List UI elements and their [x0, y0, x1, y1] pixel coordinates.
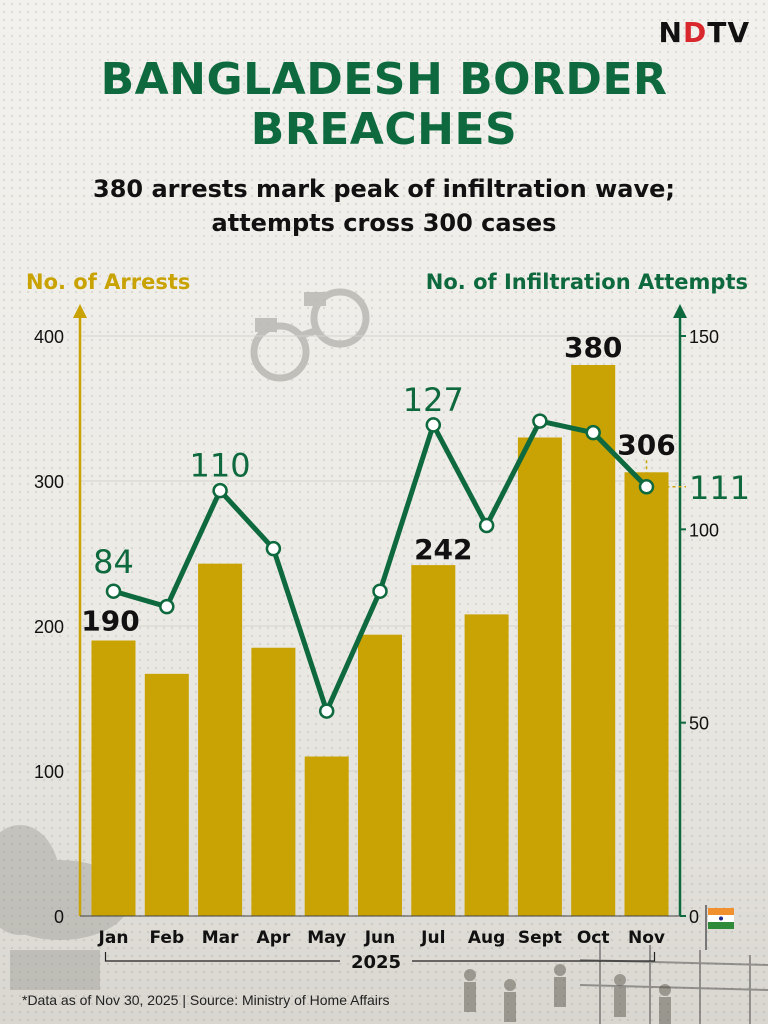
- attempts-point: [638, 479, 655, 495]
- attempts-point: [372, 583, 388, 599]
- year-label: 2025: [351, 952, 401, 973]
- left-tick-label: 200: [34, 617, 64, 637]
- attempts-line: [105, 413, 655, 719]
- arrest-bar: [304, 756, 349, 916]
- right-tick-label: 100: [689, 520, 719, 540]
- attempts-point: [532, 413, 548, 429]
- x-category-label: Jan: [98, 928, 129, 948]
- title-line-1: BANGLADESH BORDER: [100, 54, 668, 105]
- x-category-label: Sept: [518, 928, 562, 948]
- arrest-data-label: 190: [81, 605, 139, 638]
- data-labels: 190 242 380 306 84 110 127 111: [81, 331, 750, 638]
- x-category-label: Jul: [420, 928, 445, 948]
- attempts-data-label: 111: [689, 469, 750, 507]
- left-tick-label: 100: [34, 762, 64, 782]
- arrest-bar: [144, 673, 189, 916]
- arrest-bar: [411, 565, 456, 916]
- year-bracket-left: [104, 952, 340, 962]
- attempts-point: [265, 540, 282, 557]
- arrest-bar: [624, 472, 669, 916]
- subtitle-line-1: 380 arrests mark peak of infiltration wa…: [93, 175, 675, 203]
- handcuffs-icon: [250, 288, 370, 382]
- x-category-label: Nov: [628, 928, 665, 948]
- arrest-bar: [198, 563, 243, 916]
- attempts-point: [478, 517, 495, 534]
- page-title: BANGLADESH BORDER BREACHES: [0, 55, 768, 155]
- logo-n: N: [658, 16, 683, 49]
- arrest-bar: [464, 614, 509, 916]
- arrest-bar: [358, 634, 402, 916]
- attempts-point: [585, 424, 601, 441]
- left-axis-title: No. of Arrests: [26, 270, 191, 294]
- right-axis-title: No. of Infiltration Attempts: [425, 270, 748, 294]
- attempts-point: [212, 482, 228, 499]
- x-category-label: Feb: [149, 928, 184, 948]
- arrest-bar: [251, 647, 296, 916]
- x-category-label: Oct: [577, 928, 610, 948]
- arrest-data-label: 306: [617, 428, 675, 461]
- attempts-point: [105, 583, 122, 599]
- subtitle-line-2: attempts cross 300 cases: [211, 209, 557, 237]
- arrest-bar: [517, 437, 562, 916]
- right-tick-label: 0: [689, 907, 699, 927]
- right-axis-arrow: [673, 304, 687, 318]
- attempts-point: [159, 598, 175, 615]
- arrest-data-label: 242: [414, 533, 472, 566]
- right-tick-label: 50: [689, 714, 709, 734]
- india-flag-icon: [705, 905, 734, 950]
- arrest-bars: [91, 365, 669, 916]
- attempts-data-label: 127: [403, 381, 464, 419]
- left-tick-label: 0: [54, 907, 64, 927]
- attempts-point: [425, 417, 442, 433]
- attempts-data-label: 110: [190, 447, 251, 485]
- left-tick-label: 400: [34, 327, 64, 347]
- arrest-bar: [571, 365, 616, 916]
- attempts-point: [318, 703, 335, 719]
- attempts-data-label: 84: [93, 543, 134, 581]
- right-tick-label: 150: [689, 327, 719, 347]
- logo-d: D: [682, 16, 708, 49]
- x-category-label: May: [307, 928, 346, 948]
- left-tick-label: 300: [34, 472, 64, 492]
- x-category-label: Jun: [364, 928, 396, 948]
- page-subtitle: 380 arrests mark peak of infiltration wa…: [0, 172, 768, 240]
- arrest-data-label: 380: [564, 331, 622, 364]
- axes: 0 100 200 300 400 0 50 100 150: [34, 304, 719, 927]
- x-category-label: Apr: [257, 928, 291, 948]
- left-axis-arrow: [73, 304, 87, 318]
- x-category-label: Mar: [202, 928, 239, 948]
- x-axis: Jan Feb Mar Apr May Jun Jul Aug Sept Oct Nov 2025: [98, 928, 665, 973]
- year-bracket-right: [412, 952, 656, 962]
- arrest-bar: [91, 640, 136, 916]
- ndtv-logo: NDTV: [659, 16, 750, 49]
- source-note: *Data as of Nov 30, 2025 | Source: Minis…: [22, 992, 390, 1008]
- title-line-2: BREACHES: [250, 104, 518, 155]
- logo-tv: TV: [707, 16, 750, 49]
- x-category-label: Aug: [468, 928, 505, 948]
